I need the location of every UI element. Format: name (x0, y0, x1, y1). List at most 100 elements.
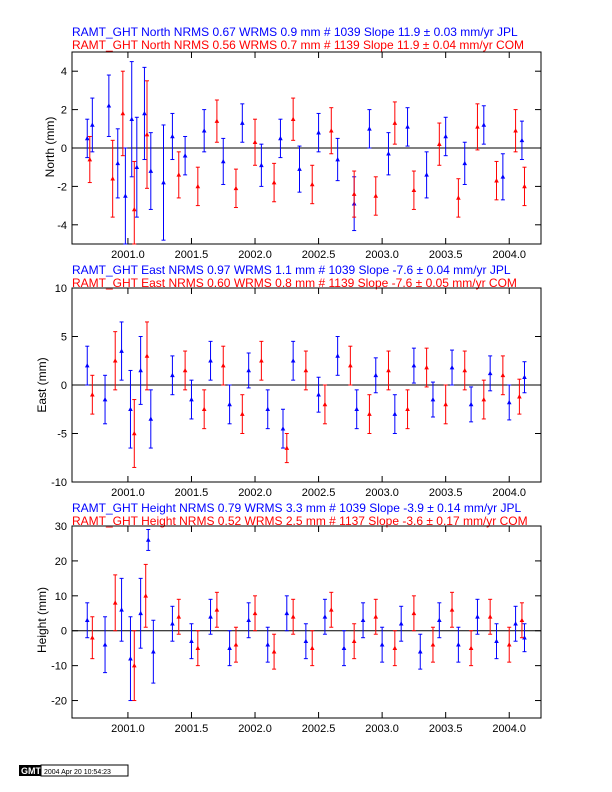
data-point (475, 614, 480, 619)
series-com (87, 70, 527, 245)
y-tick-label: 4 (61, 66, 67, 78)
data-point (437, 141, 442, 146)
data-point (328, 607, 334, 612)
x-tick-label: 2002.0 (238, 487, 272, 499)
data-point (360, 617, 366, 623)
data-point (316, 130, 321, 135)
data-point (112, 600, 118, 605)
data-point (424, 172, 429, 177)
x-tick-label: 2004.0 (492, 723, 526, 735)
x-tick-label: 2003.5 (429, 487, 463, 499)
data-point (106, 103, 112, 108)
data-point (449, 607, 455, 612)
x-tick-label: 2002.0 (238, 249, 272, 261)
height-plot-area: -20 -10 0 10 20 30 2001.0 2001.5 2002.0 2002.5 200… (51, 521, 542, 735)
x-tick-label: 2002.5 (302, 723, 336, 735)
east-plot-area: -10 -5 0 5 10 2001.0 2001.5 2002.0 2002.5 2003.0 2… (51, 283, 542, 499)
x-tick-label: 2001.5 (175, 487, 209, 499)
data-point (290, 358, 296, 363)
data-point (128, 656, 133, 661)
data-point (481, 122, 487, 127)
data-point (120, 110, 126, 116)
data-point (102, 642, 108, 647)
x-tick-label: 2002.5 (302, 487, 336, 499)
data-point (354, 406, 360, 412)
x-tick-label: 2004.0 (492, 487, 526, 499)
data-point (322, 614, 328, 619)
data-point (297, 166, 302, 171)
data-point (240, 411, 245, 416)
y-tick-label: -5 (57, 429, 67, 441)
x-tick-label: 2001.5 (175, 723, 209, 735)
data-point (246, 367, 251, 373)
data-point (227, 401, 232, 407)
data-point (468, 401, 474, 407)
data-point (87, 157, 93, 162)
data-point (392, 645, 398, 650)
data-point (424, 365, 429, 370)
data-point (430, 397, 436, 402)
data-point (386, 151, 391, 156)
panel-east: RAMT_GHT East NRMS 0.97 WRMS 1.1 mm # 10… (35, 263, 542, 499)
data-point (351, 191, 357, 196)
data-point (90, 392, 95, 397)
panel-north: RAMT_GHT North NRMS 0.67 WRMS 0.9 mm # 1… (43, 25, 542, 261)
data-point (379, 642, 385, 647)
data-point (233, 185, 239, 191)
data-point (143, 593, 149, 598)
y-tick-label: 0 (61, 143, 67, 155)
data-point (500, 372, 506, 378)
data-point (123, 193, 128, 198)
data-point (148, 416, 154, 421)
data-point (517, 394, 522, 399)
series-com (90, 321, 522, 468)
data-point (411, 610, 417, 616)
data-point (522, 635, 527, 640)
data-point (513, 128, 518, 133)
north-header-jpl: RAMT_GHT North NRMS 0.67 WRMS 0.9 mm # 1… (72, 25, 518, 39)
data-point (290, 614, 296, 619)
data-point (519, 137, 525, 143)
y-tick-label: -20 (51, 696, 67, 708)
series-jpl (84, 61, 525, 245)
data-point (128, 406, 133, 412)
data-point (411, 187, 417, 193)
data-point (252, 610, 258, 616)
height-y-axis-label: Height (mm) (35, 587, 49, 653)
data-point (102, 397, 108, 402)
x-tick-label: 2004.0 (492, 249, 526, 261)
data-point (475, 124, 480, 129)
data-point (170, 621, 175, 626)
data-point (90, 635, 95, 640)
data-point (506, 642, 512, 647)
data-point (500, 174, 506, 179)
x-tick-label: 2003.5 (429, 723, 463, 735)
y-tick-label: 30 (55, 521, 67, 533)
data-point (115, 160, 121, 166)
series-jpl (84, 321, 527, 449)
data-point (348, 363, 353, 368)
data-point (201, 128, 207, 133)
data-point (189, 397, 194, 402)
data-point (487, 614, 493, 619)
data-point (182, 367, 188, 373)
y-tick-label: 5 (61, 332, 67, 344)
x-tick-label: 2003.0 (365, 249, 399, 261)
north-header-com: RAMT_GHT North NRMS 0.56 WRMS 0.7 mm # 1… (72, 38, 524, 52)
data-point (513, 621, 518, 626)
data-point (170, 372, 175, 378)
gmt-timestamp: 2004 Apr 20 10:54:23 (44, 769, 111, 776)
y-tick-label: -4 (57, 220, 67, 232)
data-point (449, 365, 455, 370)
data-point (176, 614, 182, 619)
data-point (309, 181, 315, 187)
data-point (392, 411, 398, 416)
data-point (462, 367, 468, 373)
y-tick-label: -10 (51, 477, 67, 489)
plot-frame (71, 525, 542, 719)
data-point (411, 363, 417, 368)
data-point (487, 370, 493, 376)
data-point (341, 645, 347, 650)
data-point (208, 614, 213, 619)
